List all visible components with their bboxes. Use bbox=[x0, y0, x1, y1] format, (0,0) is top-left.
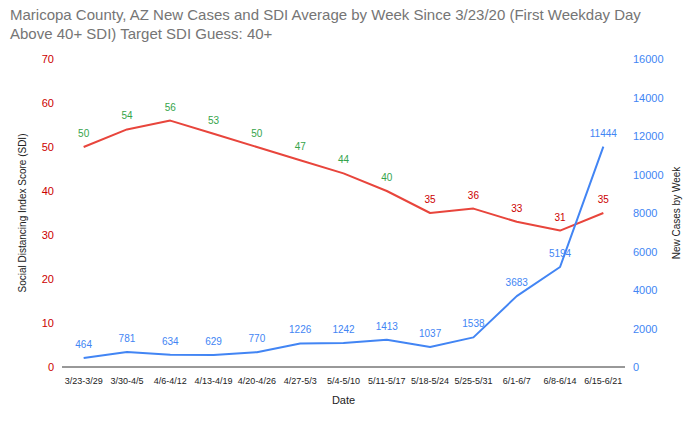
data-label: 781 bbox=[119, 333, 136, 344]
data-label: 47 bbox=[295, 141, 307, 152]
title: Maricopa County, AZ New Cases and SDI Av… bbox=[10, 6, 641, 42]
y2-tick-label: 10000 bbox=[633, 169, 664, 181]
y-tick-label: 10 bbox=[42, 317, 54, 329]
y2-tick bbox=[625, 59, 628, 60]
data-label: 3683 bbox=[506, 277, 529, 288]
y2-tick-label: 12000 bbox=[633, 130, 664, 142]
x-tick-label: 3/30-4/5 bbox=[110, 376, 143, 386]
data-label: 50 bbox=[251, 128, 263, 139]
y2-axis-title: New Cases by Week bbox=[671, 166, 682, 260]
y-tick-label: 30 bbox=[42, 229, 54, 241]
data-label: 629 bbox=[205, 336, 222, 347]
data-label: 1413 bbox=[376, 321, 399, 332]
x-tick-label: 5/11-5/17 bbox=[368, 376, 405, 386]
data-label: 35 bbox=[598, 194, 610, 205]
x-tick-label: 6/1-6/7 bbox=[503, 376, 531, 386]
series-line bbox=[84, 121, 604, 231]
x-tick-label: 5/18-5/24 bbox=[411, 376, 449, 386]
y2-tick bbox=[625, 290, 628, 291]
y-tick bbox=[59, 367, 62, 368]
y2-tick bbox=[625, 367, 628, 368]
data-label: 1226 bbox=[289, 324, 312, 335]
x-tick-label: 6/15-6/21 bbox=[584, 376, 622, 386]
y2-tick-label: 6000 bbox=[633, 246, 657, 258]
data-label: 5194 bbox=[549, 248, 572, 259]
y-tick-label: 60 bbox=[42, 97, 54, 109]
data-label: 56 bbox=[165, 102, 177, 113]
data-label: 464 bbox=[75, 339, 92, 350]
y-tick-label: 20 bbox=[42, 273, 54, 285]
y-tick bbox=[59, 323, 62, 324]
data-labels: 50 54 56 53 50 47 44 40 35 36 33 31 35 464 781 634 629 77… bbox=[75, 102, 617, 350]
y-tick-label: 50 bbox=[42, 141, 54, 153]
y2-tick bbox=[625, 174, 628, 175]
data-label: 40 bbox=[381, 172, 393, 183]
data-label: 50 bbox=[78, 128, 90, 139]
x-tick-label: 4/13-4/19 bbox=[195, 376, 233, 386]
chart: Maricopa County, AZ New Cases and SDI Av… bbox=[0, 0, 690, 426]
y2-tick bbox=[625, 251, 628, 252]
x-tick-label: 4/27-5/3 bbox=[284, 376, 317, 386]
series-line bbox=[84, 147, 604, 358]
y2-tick-label: 0 bbox=[633, 361, 639, 373]
x-axis-title: Date bbox=[332, 394, 355, 406]
x-axis-line bbox=[62, 367, 625, 368]
y2-tick bbox=[625, 328, 628, 329]
data-label: 634 bbox=[162, 336, 179, 347]
data-label: 53 bbox=[208, 115, 220, 126]
data-label: 31 bbox=[554, 212, 566, 223]
x-tick-label: 4/20-4/26 bbox=[238, 376, 276, 386]
y2-tick-label: 14000 bbox=[633, 92, 664, 104]
y-tick bbox=[59, 103, 62, 104]
y-tick bbox=[59, 279, 62, 280]
y2-tick-label: 4000 bbox=[633, 284, 657, 296]
y2-tick-label: 8000 bbox=[633, 207, 657, 219]
y2-tick-label: 2000 bbox=[633, 323, 657, 335]
data-label: 1037 bbox=[419, 328, 442, 339]
data-label: 54 bbox=[121, 110, 133, 121]
data-label: 770 bbox=[249, 333, 266, 344]
x-tick-label: 5/4-5/10 bbox=[327, 376, 360, 386]
y-tick bbox=[59, 235, 62, 236]
data-label: 1242 bbox=[332, 324, 355, 335]
y-tick-label: 40 bbox=[42, 185, 54, 197]
y-tick-label: 0 bbox=[48, 361, 54, 373]
data-label: 44 bbox=[338, 154, 350, 165]
y-tick bbox=[59, 59, 62, 60]
x-tick-label: 3/23-3/29 bbox=[65, 376, 103, 386]
title-line: Above 40+ SDI) Target SDI Guess: 40+ bbox=[10, 25, 273, 42]
y2-tick bbox=[625, 136, 628, 137]
y2-tick bbox=[625, 213, 628, 214]
y2-tick-label: 16000 bbox=[633, 53, 664, 65]
y-tick-label: 70 bbox=[42, 53, 54, 65]
data-label: 33 bbox=[511, 203, 523, 214]
data-label: 11444 bbox=[590, 128, 618, 139]
plot-area bbox=[84, 121, 604, 358]
y2-tick bbox=[625, 97, 628, 98]
data-label: 35 bbox=[425, 194, 437, 205]
data-label: 36 bbox=[468, 190, 480, 201]
y-tick bbox=[59, 191, 62, 192]
y-axis-title: Social Distancing Index Score (SDI) bbox=[17, 134, 28, 293]
title-line: Maricopa County, AZ New Cases and SDI Av… bbox=[10, 6, 641, 23]
x-tick-label: 4/6-4/12 bbox=[154, 376, 187, 386]
x-tick-label: 5/25-5/31 bbox=[454, 376, 492, 386]
data-label: 1538 bbox=[462, 318, 485, 329]
y-tick bbox=[59, 147, 62, 148]
x-tick-label: 6/8-6/14 bbox=[544, 376, 577, 386]
